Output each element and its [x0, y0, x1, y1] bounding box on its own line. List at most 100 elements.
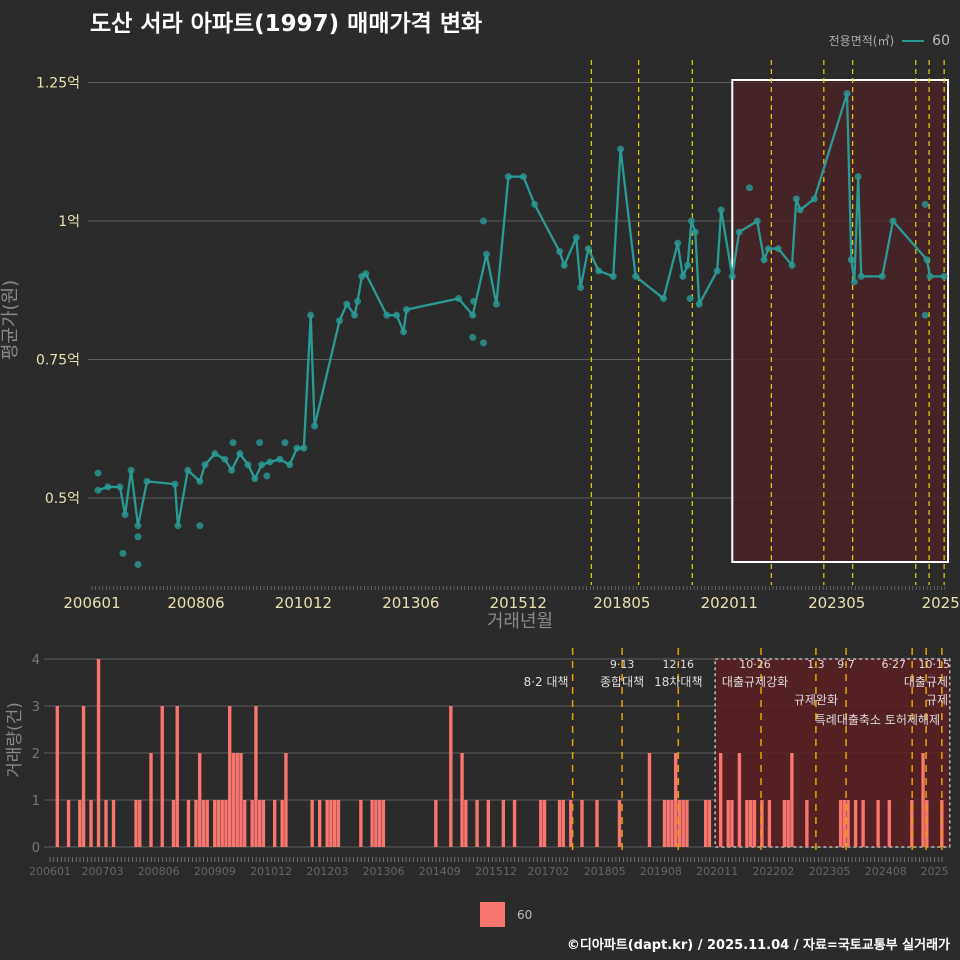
price-point	[788, 261, 796, 269]
policy-name: 규제완화	[794, 693, 838, 707]
volume-chart: 0 1 2 3 4 8·2 대책 9·13 종합대책 12·16 18차대책 10·26 대출규제강화…	[5, 648, 951, 878]
volume-bar	[569, 800, 573, 847]
price-point	[792, 195, 800, 203]
price-point	[403, 306, 411, 314]
price-point	[94, 469, 102, 477]
price-point	[632, 272, 640, 280]
x-tick-label: 2025	[922, 594, 960, 612]
volume-bar	[239, 753, 243, 847]
price-point	[847, 256, 855, 264]
price-point	[229, 439, 237, 447]
price-point	[343, 300, 351, 308]
volume-bar	[160, 706, 164, 847]
x-tick-label: 200601	[29, 865, 71, 878]
policy-date: 10·15	[919, 658, 951, 671]
volume-bar	[685, 800, 689, 847]
y-tick-label: 2	[32, 747, 40, 762]
policy-name: 규제	[926, 693, 948, 707]
legend-line-swatch	[902, 39, 925, 42]
volume-bar	[138, 800, 142, 847]
volume-bar	[486, 800, 491, 847]
price-point	[810, 195, 818, 203]
y-axis-title: 거래량(건)	[5, 702, 25, 778]
price-point	[256, 439, 264, 447]
volume-bar	[231, 753, 236, 847]
price-point	[286, 461, 294, 469]
policy-name: 18차대책	[654, 674, 702, 689]
price-point	[362, 270, 370, 278]
volume-bar	[243, 800, 247, 847]
volume-bar	[752, 800, 757, 847]
x-tick-label: 201512	[490, 594, 547, 612]
price-point	[577, 283, 585, 291]
policy-label: 8·2 대책	[524, 674, 569, 689]
volume-bar	[512, 800, 517, 847]
price-point	[174, 522, 182, 530]
price-point	[469, 333, 477, 341]
price-point	[455, 295, 463, 303]
x-tick-label: 201012	[275, 594, 332, 612]
volume-bar	[310, 800, 314, 847]
price-point	[293, 444, 301, 452]
volume-bar	[557, 800, 562, 847]
y-tick-label: 0.75억	[36, 353, 80, 369]
price-point	[572, 234, 580, 242]
volume-bar	[876, 800, 880, 847]
price-chart: 0.5억 0.75억 1억 1.25억 200601 200806 201012 201306…	[0, 60, 960, 632]
volume-bar	[786, 800, 790, 847]
price-point	[850, 278, 858, 286]
price-point	[311, 422, 319, 430]
x-tick-label: 202408	[865, 865, 907, 878]
price-point	[753, 217, 761, 225]
volume-bar	[194, 800, 198, 847]
volume-bar	[89, 800, 93, 847]
legend-series-label: 60	[932, 32, 950, 49]
volume-bar	[767, 800, 772, 847]
price-point	[251, 475, 259, 483]
volume-bar	[213, 800, 217, 847]
volume-bar	[730, 800, 734, 847]
volume-bar	[748, 800, 753, 847]
volume-bar	[887, 800, 892, 847]
price-point	[469, 311, 477, 319]
volume-bar	[670, 800, 674, 847]
volume-bar	[284, 753, 288, 847]
x-tick-label: 201908	[640, 865, 682, 878]
volume-bar	[104, 800, 108, 847]
price-point	[336, 317, 344, 325]
legend-bottom: 60	[480, 902, 532, 927]
x-tick-label: 200703	[81, 865, 123, 878]
volume-bar	[235, 753, 239, 847]
policy-date: 9·7	[837, 658, 855, 671]
price-point	[351, 311, 359, 319]
volume-bar	[325, 800, 329, 847]
x-tick-label: 201409	[419, 865, 461, 878]
price-point	[201, 461, 209, 469]
volume-bar	[96, 659, 101, 847]
x-tick-label: 202011	[696, 865, 738, 878]
volume-bar	[662, 800, 667, 847]
volume-bar	[681, 800, 685, 847]
price-point	[921, 311, 929, 319]
volume-bar	[198, 753, 202, 847]
x-tick-label: 202305	[809, 865, 851, 878]
volume-bar	[647, 753, 652, 847]
price-point	[479, 339, 487, 347]
price-point	[921, 200, 929, 208]
volume-bar	[66, 800, 71, 847]
volume-bar	[737, 753, 742, 847]
policy-date: 12·16	[663, 658, 695, 671]
price-point	[393, 311, 401, 319]
price-point	[196, 477, 204, 485]
volume-bar	[853, 800, 858, 847]
price-point	[854, 173, 862, 181]
price-point	[228, 466, 236, 474]
volume-bar	[336, 800, 341, 847]
volume-bar	[317, 800, 322, 847]
volume-bar	[280, 800, 284, 847]
volume-bar	[216, 800, 221, 847]
price-point	[281, 439, 289, 447]
price-point	[889, 217, 897, 225]
volume-bar	[617, 800, 622, 847]
volume-bar	[707, 800, 712, 847]
